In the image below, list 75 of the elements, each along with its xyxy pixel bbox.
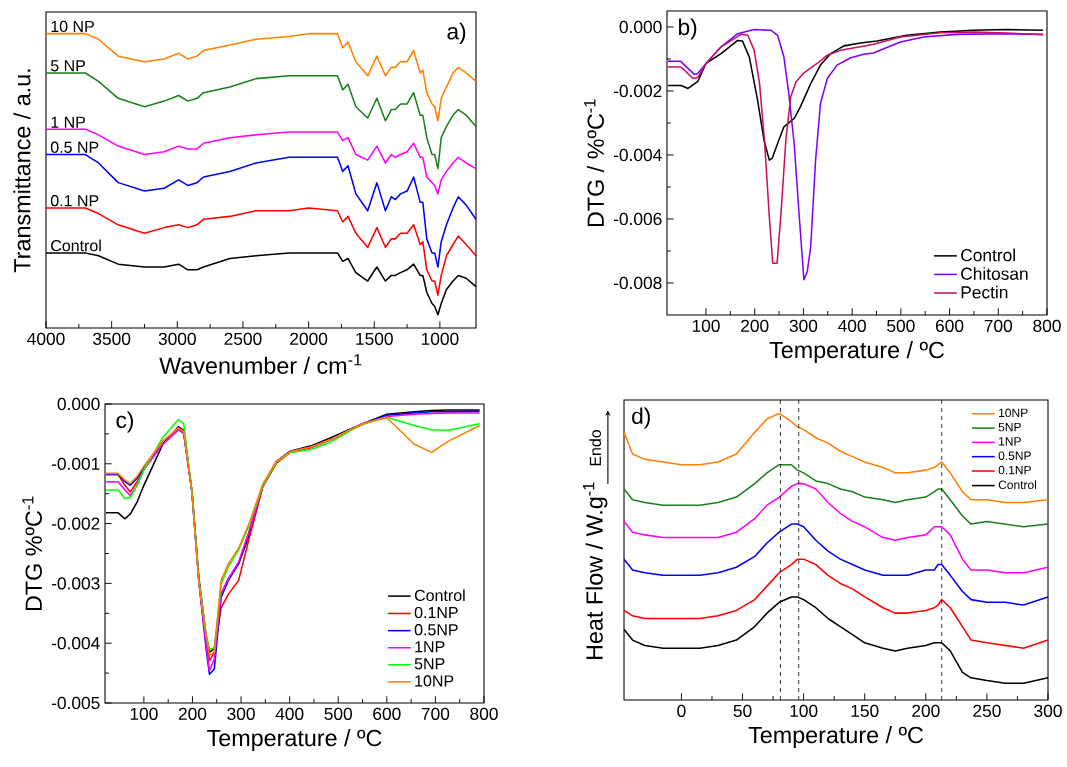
legend-label: Chitosan (961, 267, 1028, 280)
text: Endo (589, 429, 602, 466)
x-axis-title: Wavenumber / cm$^{-1}$ (159, 354, 362, 374)
y-tick-label: -0.008 (613, 276, 662, 290)
legend-label: 10NP (999, 408, 1028, 418)
x-tick-label: 2000 (290, 332, 328, 345)
x-tick-label: 200 (178, 707, 207, 720)
x-tick-label: 200 (912, 704, 940, 717)
x-tick-label: 400 (275, 707, 304, 720)
series-label: 0.1 NP (50, 195, 99, 207)
legend-label: 0.5NP (414, 624, 458, 636)
series-label: 10 NP (51, 20, 94, 33)
series-label: 0.5 NP (50, 141, 99, 153)
y-axis-title: Heat Flow / W.g$^{-1}$ (582, 482, 608, 659)
series-label: 1 NP (51, 116, 85, 128)
x-tick-label: 500 (324, 707, 353, 720)
annotation: c) (116, 411, 133, 433)
annotation: a) (447, 22, 466, 44)
x-tick-label: 600 (373, 707, 401, 720)
y-tick-label: -0.004 (613, 148, 662, 162)
x-tick-label: 100 (692, 319, 720, 332)
legend-label: 5NP (998, 422, 1021, 432)
x-tick-label: 300 (789, 319, 818, 332)
x-tick-label: 500 (887, 319, 915, 332)
x-tick-label: 4000 (27, 332, 65, 345)
legend-label: 1NP (999, 437, 1021, 446)
legend-label: 0.5NP (998, 451, 1031, 460)
y-tick-label: -0.002 (51, 517, 100, 530)
annotation: d) (632, 407, 650, 429)
y-tick-label: 0.000 (57, 397, 100, 411)
x-tick-label: 300 (1034, 704, 1062, 717)
x-tick-label: 3500 (93, 332, 131, 345)
y-axis-title: Transmittance / a.u. (13, 69, 31, 273)
x-tick-label: 0 (677, 704, 686, 717)
legend-label: 0.1NP (414, 606, 458, 619)
x-tick-label: 400 (838, 319, 866, 332)
x-axis-title: Temperature / ºC (769, 341, 944, 363)
x-tick-label: 1500 (356, 332, 393, 345)
x-tick-label: 250 (973, 704, 1001, 717)
x-tick-label: 50 (733, 704, 752, 717)
series-label: Control (51, 239, 101, 252)
y-tick-label: -0.004 (51, 637, 100, 650)
legend-label: Control (961, 248, 1015, 262)
x-tick-label: 300 (227, 707, 255, 720)
x-tick-label: 100 (790, 704, 818, 717)
x-tick-label: 1000 (421, 332, 459, 345)
legend-label: 10NP (415, 675, 454, 687)
x-tick-label: 2500 (224, 332, 262, 345)
x-axis-title: Temperature / ºC (207, 729, 382, 751)
x-tick-label: 800 (1033, 319, 1061, 332)
legend-label: 0.1NP (998, 465, 1031, 475)
legend-label: Pectin (961, 285, 1008, 299)
y-tick-label: -0.003 (51, 577, 100, 590)
x-tick-label: 3000 (158, 332, 196, 345)
y-tick-label: -0.005 (51, 696, 100, 710)
legend-label: Control (998, 480, 1037, 490)
y-tick-label: 0.000 (619, 20, 662, 34)
y-tick-label: -0.006 (613, 212, 662, 226)
x-axis-title: Temperature / ºC (748, 726, 923, 748)
x-tick-label: 700 (984, 319, 1013, 332)
y-axis-title: DTG %ºC$^{-1}$ (22, 496, 42, 611)
y-tick-label: -0.001 (51, 457, 100, 470)
legend-label: 1NP (415, 641, 445, 653)
x-tick-label: 800 (470, 707, 498, 720)
legend-label: Control (414, 589, 465, 602)
x-tick-label: 700 (421, 707, 450, 720)
x-tick-label: 100 (130, 707, 158, 720)
y-axis-title: DTG / %ºC$^{-1}$ (584, 99, 604, 227)
legend-label: 5NP (414, 658, 445, 670)
y-tick-label: -0.002 (613, 84, 662, 98)
x-tick-label: 150 (851, 704, 879, 717)
x-tick-label: 200 (741, 319, 769, 332)
annotation: b) (679, 18, 697, 40)
series-label: 5 NP (50, 60, 85, 72)
x-tick-label: 600 (935, 319, 964, 332)
